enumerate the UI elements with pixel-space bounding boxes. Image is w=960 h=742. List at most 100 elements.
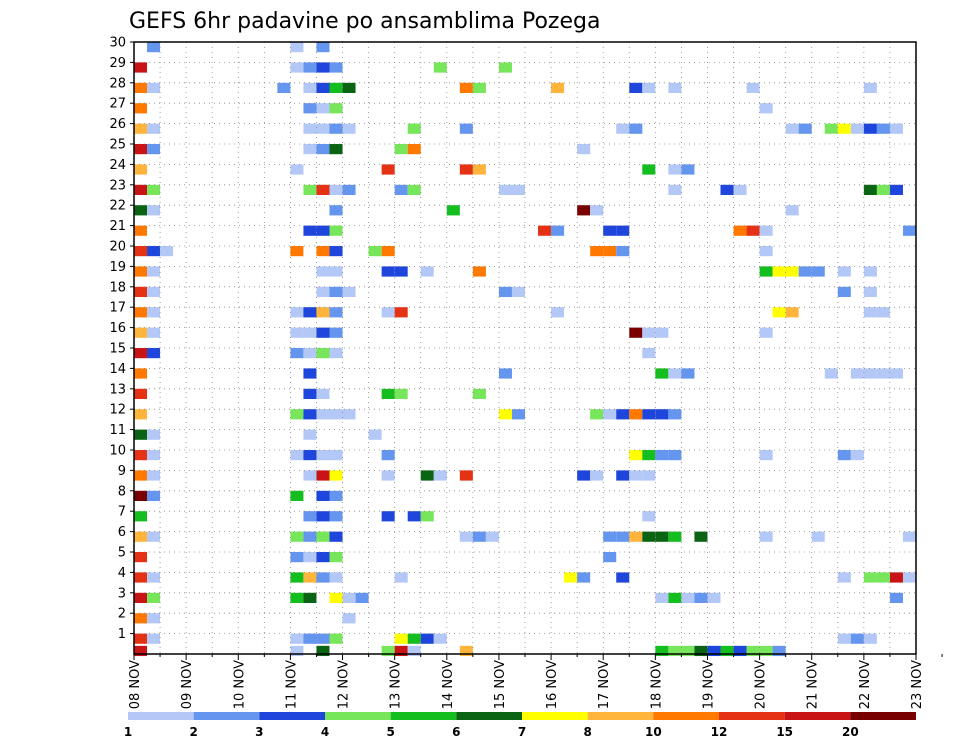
heatmap-cell xyxy=(876,184,890,195)
x-tick-label: 19 NOV xyxy=(701,660,716,709)
heatmap-cell xyxy=(290,490,304,501)
heatmap-cell xyxy=(290,348,304,359)
heatmap-cell xyxy=(134,470,148,481)
heatmap-cell xyxy=(863,368,877,379)
heatmap-cell xyxy=(902,572,916,583)
heatmap-cell xyxy=(290,592,304,603)
heatmap-cell xyxy=(759,266,773,277)
heatmap-cell xyxy=(668,164,682,175)
heatmap-cell xyxy=(303,327,317,338)
heatmap-cell xyxy=(329,103,343,114)
heatmap-cell xyxy=(290,246,304,257)
heatmap-cell xyxy=(837,633,851,644)
heatmap-cell xyxy=(668,409,682,420)
heatmap-cell xyxy=(407,144,421,155)
x-tick-label: 08 NOV xyxy=(128,660,143,709)
heatmap-cell xyxy=(147,348,161,359)
heatmap-cell xyxy=(785,266,799,277)
heatmap-cell xyxy=(329,450,343,461)
heatmap-cell xyxy=(303,348,317,359)
heatmap-cell xyxy=(551,82,565,93)
heatmap-cell xyxy=(342,184,356,195)
legend-swatch xyxy=(325,712,391,720)
heatmap-cell xyxy=(668,450,682,461)
heatmap-cell xyxy=(876,123,890,134)
heatmap-cell xyxy=(290,42,304,53)
heatmap-cell xyxy=(668,184,682,195)
heatmap-cell xyxy=(681,592,695,603)
heatmap-cell xyxy=(394,307,408,318)
heatmap-cell xyxy=(329,470,343,481)
heatmap-cell xyxy=(629,123,643,134)
heatmap-cell xyxy=(303,511,317,522)
heatmap-cell xyxy=(837,266,851,277)
heatmap-cell xyxy=(420,470,434,481)
heatmap-cell xyxy=(733,184,747,195)
heatmap-cell xyxy=(863,82,877,93)
x-tick-label: 17 NOV xyxy=(597,660,612,709)
heatmap-cell xyxy=(655,409,669,420)
heatmap-cell xyxy=(381,246,395,257)
heatmap-cell xyxy=(316,82,330,93)
heatmap-cell xyxy=(303,552,317,563)
heatmap-cell xyxy=(420,511,434,522)
heatmap-cell xyxy=(668,368,682,379)
heatmap-cell xyxy=(394,645,408,657)
heatmap-cell xyxy=(316,409,330,420)
heatmap-cell xyxy=(329,62,343,73)
y-tick-label: 23 xyxy=(109,178,126,193)
legend-label: 10 xyxy=(645,725,662,739)
y-tick-label: 19 xyxy=(109,260,126,275)
heatmap-cell xyxy=(655,327,669,338)
heatmap-cell xyxy=(329,225,343,236)
x-tick-label: 14 NOV xyxy=(441,660,456,709)
heatmap-cell xyxy=(329,327,343,338)
heatmap-cell xyxy=(303,592,317,603)
heatmap-cell xyxy=(863,572,877,583)
heatmap-cell xyxy=(290,307,304,318)
heatmap-cell xyxy=(407,645,421,657)
heatmap-cell xyxy=(134,225,148,236)
heatmap-cell xyxy=(290,633,304,644)
heatmap-cell xyxy=(303,450,317,461)
heatmap-cell xyxy=(368,246,382,257)
heatmap-cell xyxy=(655,592,669,603)
heatmap-cell xyxy=(381,307,395,318)
heatmap-cell xyxy=(147,470,161,481)
y-tick-label: 21 xyxy=(109,219,126,234)
legend-swatch xyxy=(587,712,654,720)
y-tick-label: 1 xyxy=(118,627,126,642)
heatmap-cell xyxy=(655,368,669,379)
heatmap-cell xyxy=(642,409,656,420)
heatmap-cell xyxy=(785,307,799,318)
heatmap-cell xyxy=(303,123,317,134)
heatmap-cell xyxy=(446,205,460,216)
heatmap-cell xyxy=(655,531,669,542)
heatmap-cell xyxy=(316,552,330,563)
heatmap-cell xyxy=(316,645,330,657)
heatmap-cell xyxy=(590,470,604,481)
heatmap-cell xyxy=(642,450,656,461)
heatmap-cell xyxy=(616,123,630,134)
heatmap-cell xyxy=(511,409,525,420)
heatmap-cell xyxy=(316,246,330,257)
x-tick-label: 11 NOV xyxy=(284,660,299,709)
heatmap-cell xyxy=(316,266,330,277)
heatmap-cell xyxy=(147,531,161,542)
heatmap-cell xyxy=(798,123,812,134)
heatmap-cell xyxy=(381,388,395,399)
heatmap-cell xyxy=(603,409,617,420)
heatmap-cell xyxy=(329,307,343,318)
heatmap-cell xyxy=(837,286,851,297)
heatmap-cell xyxy=(472,531,486,542)
heatmap-cell xyxy=(472,164,486,175)
heatmap-cell xyxy=(147,613,161,624)
y-tick-label: 27 xyxy=(109,97,126,112)
heatmap-cell xyxy=(759,225,773,236)
heatmap-cell xyxy=(590,205,604,216)
heatmap-cell xyxy=(772,266,786,277)
heatmap-cell xyxy=(316,286,330,297)
chart-title: GEFS 6hr padavine po ansamblima Pozega xyxy=(129,9,600,34)
y-tick-label: 26 xyxy=(109,117,126,132)
heatmap-cell xyxy=(342,592,356,603)
